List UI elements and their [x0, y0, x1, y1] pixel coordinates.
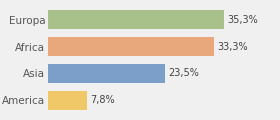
Bar [48, 64, 165, 83]
Bar [48, 10, 225, 29]
Text: 7,8%: 7,8% [90, 95, 115, 105]
Text: 23,5%: 23,5% [169, 68, 199, 78]
Text: 33,3%: 33,3% [218, 42, 248, 52]
Bar [48, 91, 87, 110]
Text: 35,3%: 35,3% [227, 15, 258, 25]
Bar [48, 37, 214, 56]
